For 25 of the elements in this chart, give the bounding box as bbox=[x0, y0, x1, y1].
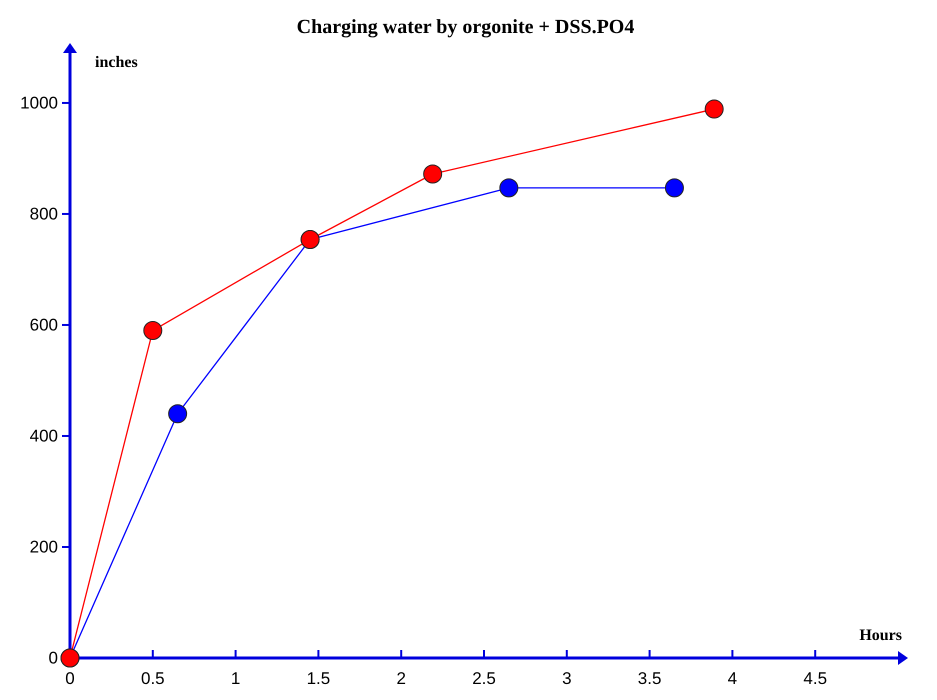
point bbox=[423, 164, 442, 184]
y-tick-label: 0 bbox=[48, 648, 58, 668]
y-tick-label: 800 bbox=[30, 204, 58, 224]
point bbox=[143, 321, 162, 340]
x-tick-label: 2 bbox=[396, 669, 406, 688]
point bbox=[499, 178, 518, 198]
x-tick-label: 4 bbox=[728, 669, 738, 688]
point bbox=[704, 100, 724, 119]
x-axis-title: Hours bbox=[859, 627, 902, 644]
x-tick-label: 2.5 bbox=[472, 669, 496, 688]
point bbox=[664, 178, 684, 198]
y-tick-label: 400 bbox=[30, 426, 58, 446]
x-tick-label: 1 bbox=[230, 669, 240, 688]
chart-title: Charging water by orgonite + DSS.PO4 bbox=[296, 16, 634, 38]
x-tick-label: 4.5 bbox=[803, 669, 828, 688]
y-axis-title: inches bbox=[95, 54, 138, 71]
x-tick-label: 0 bbox=[65, 669, 75, 688]
y-tick-label: 1000 bbox=[20, 93, 58, 112]
point bbox=[168, 404, 188, 424]
y-tick-label: 600 bbox=[30, 315, 58, 334]
x-tick-label: 3 bbox=[562, 669, 572, 688]
y-tick-label: 200 bbox=[30, 537, 58, 556]
x-tick-label: 0.5 bbox=[140, 669, 165, 688]
x-tick-label: 1.5 bbox=[306, 669, 330, 688]
x-tick-label: 3.5 bbox=[638, 669, 662, 688]
